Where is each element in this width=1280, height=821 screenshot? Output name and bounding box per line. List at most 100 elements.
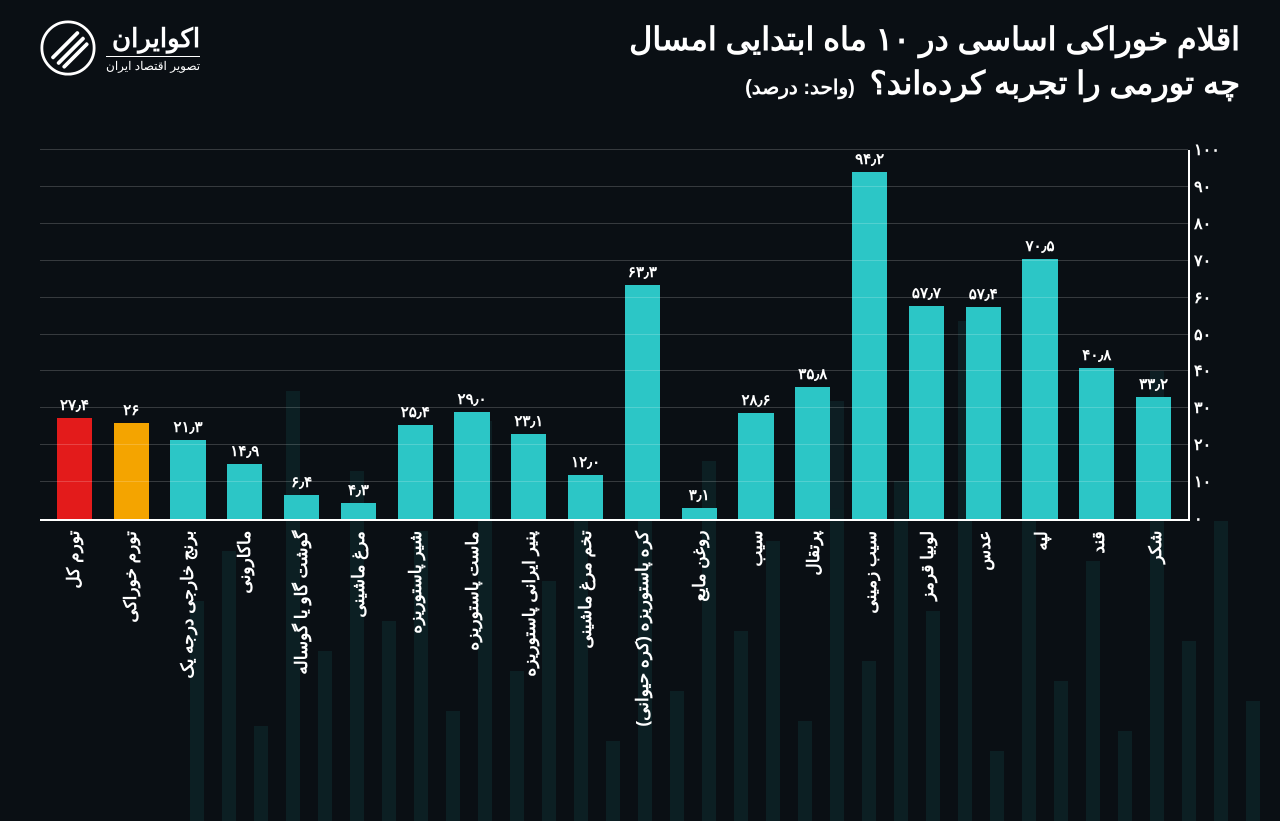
gridline — [40, 444, 1188, 445]
plot: ۲۷٫۴ ۲۶ ۲۱٫۳ ۱۴٫۹ ۶٫۴ ۴٫۳ ۲۵٫۴ ۲۹٫۰ ۲۳٫۱ ۱۲٫۰ ۶۳٫۳… — [40, 150, 1190, 521]
x-label: روغن مایع — [672, 531, 729, 727]
bar-value: ۴۰٫۸ — [1082, 346, 1111, 364]
bar-value: ۲۶ — [123, 401, 139, 419]
bar — [682, 508, 717, 519]
bar — [57, 418, 92, 519]
y-tick: ۶۰ — [1194, 288, 1238, 308]
logo: اکوایران تصویر اقتصاد ایران — [40, 20, 200, 76]
bar-value: ۴٫۳ — [348, 481, 369, 499]
bar-column: ۲۱٫۳ — [160, 150, 217, 519]
bar-column: ۱۴٫۹ — [216, 150, 273, 519]
bars-container: ۲۷٫۴ ۲۶ ۲۱٫۳ ۱۴٫۹ ۶٫۴ ۴٫۳ ۲۵٫۴ ۲۹٫۰ ۲۳٫۱ ۱۲٫۰ ۶۳٫۳… — [40, 150, 1188, 519]
title-line-1: اقلام خوراکی اساسی در ۱۰ ماه ابتدایی امس… — [629, 20, 1240, 58]
gridline — [40, 407, 1188, 408]
bar — [227, 464, 262, 519]
bar-column: ۱۲٫۰ — [557, 150, 614, 519]
gridline — [40, 370, 1188, 371]
x-label: عدس — [956, 531, 1013, 727]
x-label: گوشت گاو یا گوساله — [274, 531, 331, 727]
bar-column: ۹۴٫۲ — [841, 150, 898, 519]
bar-value: ۲۱٫۳ — [174, 418, 203, 436]
bar-column: ۷۰٫۵ — [1012, 150, 1069, 519]
bar — [852, 172, 887, 519]
bar-column: ۶٫۴ — [273, 150, 330, 519]
bar — [454, 412, 489, 519]
logo-icon — [40, 20, 96, 76]
bar-value: ۲۳٫۱ — [514, 412, 543, 430]
y-tick: ۹۰ — [1194, 177, 1238, 197]
logo-text: اکوایران تصویر اقتصاد ایران — [106, 23, 200, 73]
bar-value: ۱۲٫۰ — [571, 453, 600, 471]
x-axis-labels: تورم کلتورم خوراکیبرنج خارجی درجه یکماکا… — [40, 531, 1190, 727]
y-tick: ۱۰ — [1194, 472, 1238, 492]
bar-value: ۳۳٫۲ — [1139, 375, 1168, 393]
x-label: شکر — [1127, 531, 1184, 727]
bar-column: ۲۳٫۱ — [500, 150, 557, 519]
bar-value: ۶٫۴ — [291, 473, 312, 491]
bar-value: ۹۴٫۲ — [855, 150, 884, 168]
bar-column: ۴٫۳ — [330, 150, 387, 519]
y-tick: ۸۰ — [1194, 214, 1238, 234]
y-tick: ۴۰ — [1194, 361, 1238, 381]
bar-value: ۵۷٫۷ — [912, 284, 941, 302]
bar — [1022, 259, 1057, 519]
y-tick: ۷۰ — [1194, 251, 1238, 271]
gridline — [40, 260, 1188, 261]
bar-value: ۲۵٫۴ — [401, 403, 430, 421]
header: اقلام خوراکی اساسی در ۱۰ ماه ابتدایی امس… — [40, 20, 1240, 102]
logo-main: اکوایران — [106, 23, 200, 54]
x-label: قند — [1070, 531, 1127, 727]
gridline — [40, 481, 1188, 482]
bar-column: ۵۷٫۷ — [898, 150, 955, 519]
x-label: برنج خارجی درجه یک — [160, 531, 217, 727]
bar — [511, 434, 546, 519]
gridline — [40, 297, 1188, 298]
bar — [1136, 397, 1171, 520]
x-label: ماکارونی — [217, 531, 274, 727]
x-label: مرغ ماشینی — [330, 531, 387, 727]
y-tick: ۰ — [1194, 509, 1238, 529]
title-unit: (واحد: درصد) — [745, 77, 855, 99]
title-question: چه تورمی را تجربه کرده‌اند؟ — [870, 65, 1240, 101]
bar-column: ۲۶ — [103, 150, 160, 519]
gridline — [40, 334, 1188, 335]
gridline — [40, 223, 1188, 224]
y-tick: ۱۰۰ — [1194, 140, 1238, 160]
bar-value: ۲۹٫۰ — [458, 390, 487, 408]
title-block: اقلام خوراکی اساسی در ۱۰ ماه ابتدایی امس… — [629, 20, 1240, 102]
x-label: سیب زمینی — [843, 531, 900, 727]
bar — [341, 503, 376, 519]
x-label: پنیر ایرانی پاستوریزه — [501, 531, 558, 727]
bar-value: ۲۷٫۴ — [60, 396, 89, 414]
logo-sub: تصویر اقتصاد ایران — [106, 56, 200, 73]
bar — [114, 423, 149, 519]
x-label: تورم کل — [46, 531, 103, 727]
bar-column: ۲۸٫۶ — [728, 150, 785, 519]
bar — [909, 306, 944, 519]
x-label: لوبیا قرمز — [899, 531, 956, 727]
bar-value: ۳۵٫۸ — [798, 365, 827, 383]
bar-column: ۲۷٫۴ — [46, 150, 103, 519]
gridline — [40, 149, 1188, 150]
bar — [738, 413, 773, 519]
plot-area: ۲۷٫۴ ۲۶ ۲۱٫۳ ۱۴٫۹ ۶٫۴ ۴٫۳ ۲۵٫۴ ۲۹٫۰ ۲۳٫۱ ۱۲٫۰ ۶۳٫۳… — [40, 150, 1240, 781]
chart: ۲۷٫۴ ۲۶ ۲۱٫۳ ۱۴٫۹ ۶٫۴ ۴٫۳ ۲۵٫۴ ۲۹٫۰ ۲۳٫۱ ۱۲٫۰ ۶۳٫۳… — [40, 150, 1240, 781]
x-label: پرتقال — [786, 531, 843, 727]
bar-value: ۶۳٫۳ — [628, 263, 657, 281]
bar — [966, 307, 1001, 519]
bar-column: ۵۷٫۴ — [955, 150, 1012, 519]
bar-value: ۵۷٫۴ — [969, 285, 998, 303]
bar — [398, 425, 433, 519]
bar-value: ۷۰٫۵ — [1025, 237, 1054, 255]
bar-column: ۳۳٫۲ — [1125, 150, 1182, 519]
x-label: ماست پاستوریزه — [444, 531, 501, 727]
x-label: تورم خوراکی — [103, 531, 160, 727]
bar — [170, 440, 205, 519]
x-label: تخم مرغ ماشینی — [558, 531, 615, 727]
title-line-2: چه تورمی را تجربه کرده‌اند؟ (واحد: درصد) — [629, 64, 1240, 102]
x-label: کره پاستوریزه (کره حیوانی) — [615, 531, 672, 727]
x-label: شیر پاستوریزه — [387, 531, 444, 727]
y-tick: ۳۰ — [1194, 398, 1238, 418]
bar-column: ۲۵٫۴ — [387, 150, 444, 519]
x-label: سیب — [729, 531, 786, 727]
